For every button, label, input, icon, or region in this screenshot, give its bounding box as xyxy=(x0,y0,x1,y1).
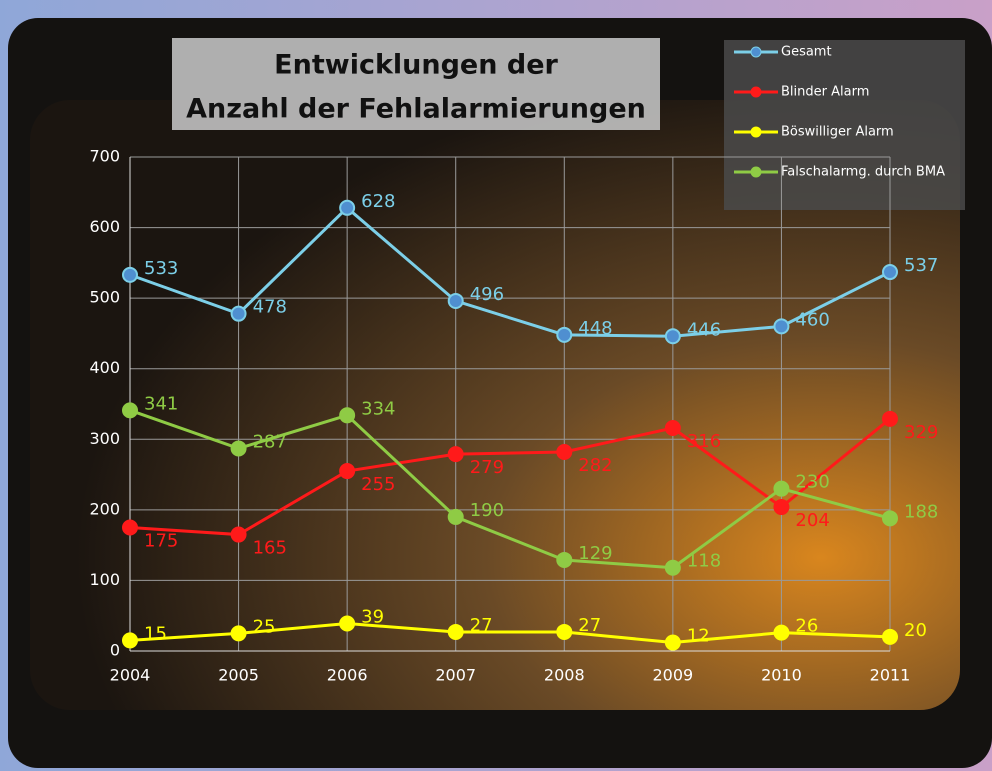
legend-marker xyxy=(750,126,762,138)
point xyxy=(664,419,681,436)
point xyxy=(339,199,356,216)
data-label: 537 xyxy=(904,255,938,276)
data-label: 12 xyxy=(687,626,710,647)
x-tick-label: 2010 xyxy=(761,666,802,685)
legend-label: Böswilliger Alarm xyxy=(781,125,894,140)
chart-title: Anzahl der Fehlalarmierungen xyxy=(186,94,646,125)
data-label: 628 xyxy=(361,191,395,212)
point xyxy=(773,318,790,335)
y-tick-label: 500 xyxy=(89,288,120,307)
point xyxy=(339,463,356,480)
point xyxy=(447,623,464,640)
data-label: 27 xyxy=(470,615,493,636)
point xyxy=(339,615,356,632)
x-tick-label: 2004 xyxy=(110,666,151,685)
data-label: 190 xyxy=(470,500,504,521)
data-label: 118 xyxy=(687,551,721,572)
point xyxy=(664,559,681,576)
data-label: 26 xyxy=(795,616,818,637)
series-line xyxy=(129,417,891,537)
point xyxy=(556,623,573,640)
x-tick-label: 2009 xyxy=(652,666,693,685)
data-label: 496 xyxy=(470,284,504,305)
point xyxy=(882,264,898,281)
point xyxy=(122,266,138,283)
x-tick-label: 2005 xyxy=(218,666,259,685)
data-label: 334 xyxy=(361,398,395,419)
data-label: 316 xyxy=(687,431,721,452)
point xyxy=(230,305,247,322)
series-line xyxy=(129,621,891,645)
y-tick-label: 600 xyxy=(89,217,120,236)
legend-marker xyxy=(750,86,762,98)
point xyxy=(447,508,464,525)
photo xyxy=(30,100,960,710)
point xyxy=(773,499,790,516)
series-line xyxy=(129,205,891,338)
data-label: 255 xyxy=(361,474,395,495)
legend-label: Blinder Alarm xyxy=(781,85,869,100)
point xyxy=(230,440,247,457)
legend-label: Falschalarmg. durch BMA xyxy=(781,165,945,180)
y-tick-label: 100 xyxy=(89,570,120,589)
point xyxy=(230,526,247,543)
point xyxy=(339,407,356,424)
legend-marker xyxy=(750,166,762,178)
point xyxy=(122,632,138,649)
data-label: 27 xyxy=(578,615,601,636)
point xyxy=(882,628,898,645)
y-tick-label: 300 xyxy=(89,429,120,448)
data-label: 25 xyxy=(253,616,276,637)
data-label: 478 xyxy=(253,297,287,318)
data-label: 188 xyxy=(904,501,938,522)
point xyxy=(664,634,681,651)
data-label: 39 xyxy=(361,606,384,627)
data-label: 448 xyxy=(578,318,612,339)
point xyxy=(447,446,464,463)
data-label: 165 xyxy=(253,538,287,559)
y-tick-label: 200 xyxy=(89,499,120,518)
point xyxy=(773,480,790,497)
x-tick-label: 2011 xyxy=(870,666,911,685)
point xyxy=(230,625,247,642)
x-tick-label: 2007 xyxy=(435,666,476,685)
point xyxy=(664,328,681,345)
point xyxy=(882,510,898,527)
legend-box xyxy=(724,40,965,210)
point xyxy=(556,326,573,343)
data-label: 460 xyxy=(795,309,829,330)
y-tick-label: 700 xyxy=(89,147,120,166)
point xyxy=(556,443,573,460)
data-label: 20 xyxy=(904,620,927,641)
y-tick-label: 400 xyxy=(89,358,120,377)
series-line xyxy=(129,408,891,570)
x-tick-label: 2008 xyxy=(544,666,585,685)
point xyxy=(882,410,898,427)
point xyxy=(556,551,573,568)
data-label: 15 xyxy=(144,623,167,644)
data-label: 129 xyxy=(578,543,612,564)
data-label: 230 xyxy=(795,472,829,493)
data-label: 175 xyxy=(144,531,178,552)
y-tick-label: 0 xyxy=(110,641,120,660)
point xyxy=(447,292,464,309)
title-box xyxy=(172,38,660,130)
point xyxy=(122,519,138,536)
chart-title: Entwicklungen der xyxy=(274,50,558,81)
data-label: 329 xyxy=(904,422,938,443)
legend-marker xyxy=(750,46,762,58)
legend-label: Gesamt xyxy=(781,45,832,60)
point xyxy=(122,402,138,419)
data-label: 204 xyxy=(795,510,829,531)
data-label: 341 xyxy=(144,393,178,414)
data-label: 279 xyxy=(470,457,504,478)
point xyxy=(773,624,790,641)
data-label: 446 xyxy=(687,319,721,340)
data-label: 533 xyxy=(144,258,178,279)
data-label: 282 xyxy=(578,455,612,476)
x-tick-label: 2006 xyxy=(327,666,368,685)
data-label: 287 xyxy=(253,431,287,452)
